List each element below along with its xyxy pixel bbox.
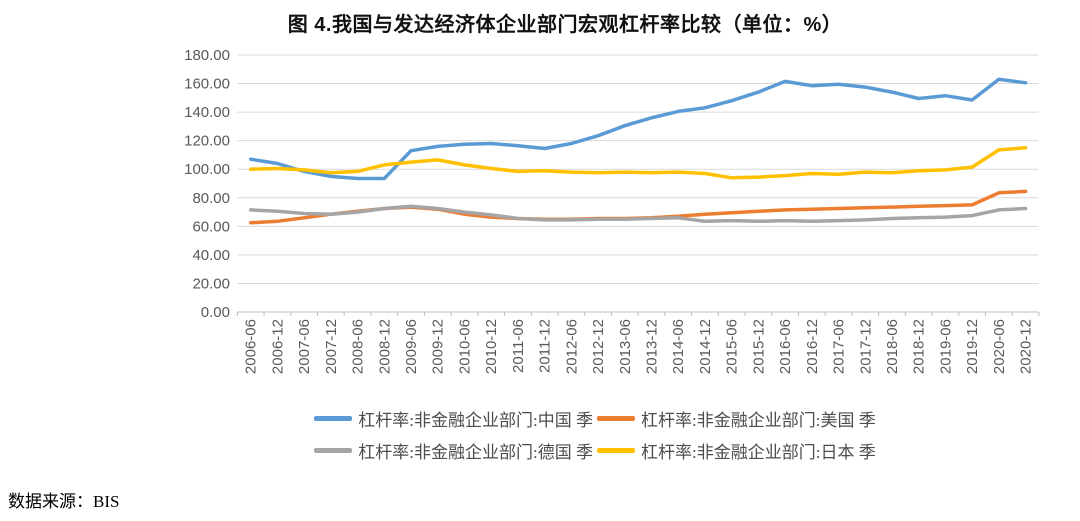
series-line-2	[248, 204, 1028, 224]
y-axis-tick-label: 80.00	[192, 190, 230, 207]
y-axis-tick-label: 20.00	[192, 275, 230, 292]
y-axis-tick-label: 160.00	[184, 76, 230, 93]
x-axis-tick-label: 2012-12	[590, 319, 607, 374]
legend-item: 杠杆率:非金融企业部门:德国 季	[314, 438, 593, 463]
x-axis-tick-label: 2010-06	[456, 319, 473, 374]
x-axis-tick-label: 2016-12	[804, 319, 821, 374]
x-axis-tick-label: 2007-12	[323, 319, 340, 374]
x-axis-tick-label: 2011-06	[510, 319, 527, 373]
x-axis-tick-label: 2011-12	[537, 319, 554, 373]
x-axis-tick-label: 2010-12	[483, 319, 500, 374]
legend-label: 杠杆率:非金融企业部门:日本 季	[641, 443, 876, 462]
x-axis-tick-label: 2016-06	[777, 319, 794, 374]
x-axis-tick-label: 2015-06	[724, 319, 741, 374]
x-axis-tick-label: 2017-12	[857, 319, 874, 374]
chart-legend: 杠杆率:非金融企业部门:中国 季 杠杆率:非金融企业部门:美国 季 杠杆率:非金融…	[150, 406, 1040, 463]
y-axis-tick-label: 140.00	[184, 104, 230, 121]
legend-line-swatch	[314, 416, 353, 421]
x-axis-tick-label: 2019-06	[937, 319, 954, 374]
legend-line-swatch	[597, 448, 635, 453]
series-line-3	[248, 146, 1028, 180]
legend-label: 杠杆率:非金融企业部门:美国 季	[641, 411, 876, 430]
series-line-0	[248, 77, 1028, 181]
y-axis-tick-label: 0.00	[201, 304, 230, 321]
y-axis-tick-label: 120.00	[184, 133, 230, 150]
x-axis-tick-label: 2007-06	[296, 319, 313, 374]
x-axis-tick-label: 2014-06	[670, 319, 687, 374]
legend-line-swatch	[314, 448, 353, 453]
x-axis-tick-label: 2018-12	[911, 319, 928, 374]
y-axis-tick-label: 60.00	[192, 218, 230, 235]
y-axis-tick-label: 40.00	[192, 247, 230, 264]
x-axis-tick-label: 2009-12	[430, 319, 447, 374]
x-axis-tick-label: 2013-06	[617, 319, 634, 374]
x-axis-tick-label: 2020-06	[991, 319, 1008, 374]
legend-label: 杠杆率:非金融企业部门:德国 季	[358, 443, 593, 462]
x-axis-tick-label: 2018-06	[884, 319, 901, 374]
x-axis-tick-label: 2013-12	[644, 319, 661, 374]
y-axis-tick-label: 100.00	[184, 161, 230, 178]
x-axis-tick-label: 2006-12	[269, 319, 286, 374]
x-axis-tick-label: 2015-12	[750, 319, 767, 374]
legend-item: 杠杆率:非金融企业部门:美国 季	[597, 406, 876, 431]
x-axis-tick-label: 2014-12	[697, 319, 714, 374]
x-axis-tick-label: 2008-12	[376, 319, 393, 374]
legend-item: 杠杆率:非金融企业部门:日本 季	[597, 438, 876, 463]
data-source-note: 数据来源：BIS	[8, 492, 120, 511]
legend-label: 杠杆率:非金融企业部门:中国 季	[358, 411, 593, 430]
legend-row: 杠杆率:非金融企业部门:德国 季 杠杆率:非金融企业部门:日本 季	[314, 438, 876, 463]
legend-item: 杠杆率:非金融企业部门:中国 季	[314, 406, 593, 431]
x-axis-tick-label: 2017-06	[831, 319, 848, 374]
legend-row: 杠杆率:非金融企业部门:中国 季 杠杆率:非金融企业部门:美国 季	[314, 406, 876, 431]
x-axis-tick-label: 2006-06	[243, 319, 260, 374]
y-axis-tick-label: 180.00	[184, 47, 230, 64]
x-axis-tick-label: 2008-06	[350, 319, 367, 374]
chart-title: 图 4.我国与发达经济体企业部门宏观杠杆率比较（单位：%）	[287, 14, 843, 36]
x-axis-tick-label: 2009-06	[403, 319, 420, 374]
legend-line-swatch	[597, 416, 635, 421]
x-axis-tick-label: 2012-06	[563, 319, 580, 374]
line-chart: 0.00 20.00 40.00 60.00 80.00 100.00 120.00 140.…	[184, 47, 1040, 374]
x-axis-tick-label: 2020-12	[1018, 319, 1035, 374]
x-axis-tick-label: 2019-12	[964, 319, 981, 374]
